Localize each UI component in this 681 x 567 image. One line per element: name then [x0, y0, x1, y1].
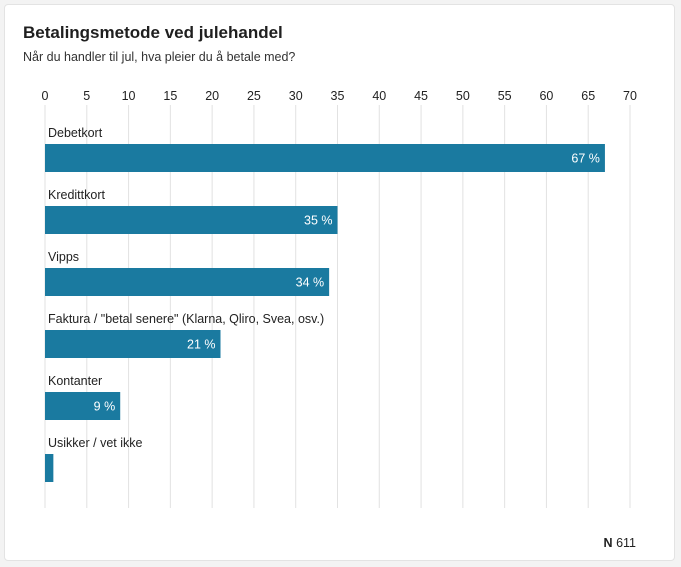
x-tick-label: 50 — [456, 89, 470, 103]
bar-value-label: 67 % — [571, 152, 600, 166]
x-tick-label: 35 — [331, 89, 345, 103]
category-label: Vipps — [48, 250, 79, 264]
bar-value-label: 9 % — [94, 400, 116, 414]
bar-value-label: 21 % — [187, 338, 216, 352]
bar[interactable] — [45, 392, 121, 420]
category-label: Kontanter — [48, 374, 102, 388]
x-tick-label: 70 — [623, 89, 637, 103]
x-tick-label: 40 — [372, 89, 386, 103]
x-tick-label: 45 — [414, 89, 428, 103]
category-label: Debetkort — [48, 126, 103, 140]
bar[interactable] — [45, 330, 221, 358]
bar-value-label: 34 % — [296, 276, 325, 290]
sample-size-value: 611 — [616, 536, 636, 550]
sample-size: N 611 — [604, 536, 636, 550]
bar[interactable] — [45, 268, 330, 296]
bar[interactable] — [45, 144, 605, 172]
category-label: Usikker / vet ikke — [48, 436, 143, 450]
bar[interactable] — [45, 454, 54, 482]
x-tick-label: 55 — [498, 89, 512, 103]
bar[interactable] — [45, 206, 338, 234]
sample-size-label: N — [603, 536, 613, 550]
x-tick-label: 25 — [247, 89, 261, 103]
x-tick-label: 5 — [83, 89, 90, 103]
category-label: Kredittkort — [48, 188, 105, 202]
x-tick-label: 10 — [122, 89, 136, 103]
x-tick-label: 15 — [163, 89, 177, 103]
category-label: Faktura / "betal senere" (Klarna, Qliro,… — [48, 312, 324, 326]
x-tick-label: 30 — [289, 89, 303, 103]
x-tick-label: 60 — [539, 89, 553, 103]
x-tick-label: 65 — [581, 89, 595, 103]
chart-title: Betalingsmetode ved julehandel — [23, 23, 283, 42]
bar-value-label: 35 % — [304, 214, 333, 228]
chart-subtitle: Når du handler til jul, hva pleier du å … — [23, 50, 296, 64]
x-tick-label: 20 — [205, 89, 219, 103]
x-tick-label: 0 — [42, 89, 49, 103]
